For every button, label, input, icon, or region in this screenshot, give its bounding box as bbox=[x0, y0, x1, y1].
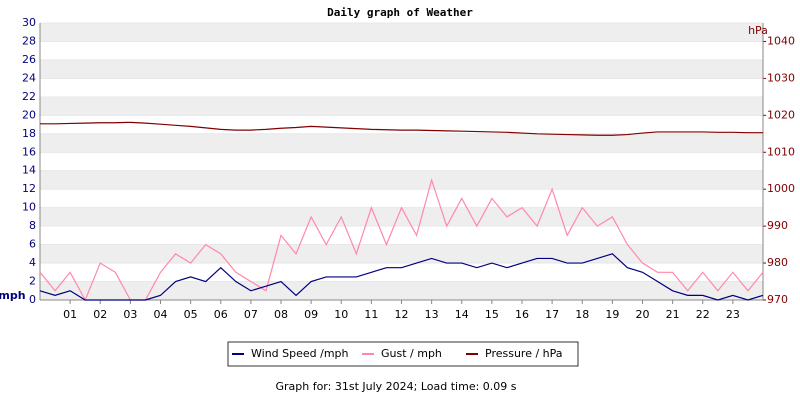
x-tick-label: 05 bbox=[184, 308, 198, 321]
x-tick-label: 19 bbox=[605, 308, 619, 321]
grid-band bbox=[40, 23, 763, 42]
x-tick-label: 02 bbox=[93, 308, 107, 321]
grid-band bbox=[40, 59, 763, 79]
footer: Graph for: 31st July 2024; Load time: 0.… bbox=[275, 380, 516, 393]
x-tick-label: 20 bbox=[636, 308, 650, 321]
y-tick-label: 4 bbox=[29, 256, 36, 269]
y2-tick-label: 1030 bbox=[767, 71, 795, 84]
series-line bbox=[39, 177, 764, 302]
grid-band bbox=[40, 96, 763, 116]
y-tick-label: 12 bbox=[22, 182, 36, 195]
legend-label: Pressure / hPa bbox=[485, 347, 563, 360]
x-tick-label: 12 bbox=[395, 308, 409, 321]
x-tick-label: 21 bbox=[666, 308, 680, 321]
x-tick-label: 16 bbox=[515, 308, 529, 321]
y-tick-label: 20 bbox=[22, 108, 36, 121]
grid-band bbox=[40, 170, 763, 190]
y-tick-label: 0 bbox=[29, 293, 36, 306]
x-tick-label: 03 bbox=[123, 308, 137, 321]
legend: Wind Speed /mph Gust / mph Pressure / hPa bbox=[232, 347, 563, 360]
chart-title: Daily graph of Weather bbox=[327, 6, 473, 19]
y-tick-label: 24 bbox=[22, 71, 36, 84]
y2-tick-label: 1020 bbox=[767, 108, 795, 121]
x-tick-label: 15 bbox=[485, 308, 499, 321]
y2-tick-label: 970 bbox=[767, 293, 788, 306]
y2-tick-label: 980 bbox=[767, 256, 788, 269]
x-tick-label: 22 bbox=[696, 308, 710, 321]
y-tick-label: 14 bbox=[22, 164, 36, 177]
x-tick-label: 23 bbox=[726, 308, 740, 321]
y-tick-label: 16 bbox=[22, 145, 36, 158]
series-line bbox=[40, 121, 763, 136]
y-tick-label: 22 bbox=[22, 90, 36, 103]
legend-label: Gust / mph bbox=[381, 347, 442, 360]
grid-band bbox=[40, 281, 763, 300]
y2-axis-label: hPa bbox=[748, 24, 768, 37]
series-line bbox=[39, 253, 764, 301]
x-tick-label: 04 bbox=[154, 308, 168, 321]
x-tick-label: 07 bbox=[244, 308, 258, 321]
x-tick-label: 01 bbox=[63, 308, 77, 321]
x-tick-label: 08 bbox=[274, 308, 288, 321]
y-tick-label: 6 bbox=[29, 238, 36, 251]
x-tick-label: 18 bbox=[575, 308, 589, 321]
y2-tick-label: 990 bbox=[767, 219, 788, 232]
legend-label: Wind Speed /mph bbox=[251, 347, 349, 360]
x-tick-label: 11 bbox=[364, 308, 378, 321]
y-tick-label: 30 bbox=[22, 16, 36, 29]
x-tick-label: 06 bbox=[214, 308, 228, 321]
y2-tick-label: 1040 bbox=[767, 34, 795, 47]
y-axis-label: mph bbox=[0, 289, 26, 302]
y-tick-label: 26 bbox=[22, 53, 36, 66]
grid-band bbox=[40, 244, 763, 264]
y-tick-label: 18 bbox=[22, 127, 36, 140]
y-tick-label: 8 bbox=[29, 219, 36, 232]
x-tick-label: 14 bbox=[455, 308, 469, 321]
y-tick-label: 28 bbox=[22, 34, 36, 47]
grid-band bbox=[40, 133, 763, 153]
x-tick-label: 13 bbox=[425, 308, 439, 321]
y2-tick-label: 1000 bbox=[767, 182, 795, 195]
grid-band bbox=[40, 207, 763, 227]
legend-box bbox=[227, 341, 579, 367]
y-tick-label: 2 bbox=[29, 275, 36, 288]
plot-area bbox=[39, 22, 766, 304]
x-tick-label: 09 bbox=[304, 308, 318, 321]
x-tick-label: 17 bbox=[545, 308, 559, 321]
x-tick-label: 10 bbox=[334, 308, 348, 321]
y-tick-label: 10 bbox=[22, 201, 36, 214]
y2-tick-label: 1010 bbox=[767, 145, 795, 158]
